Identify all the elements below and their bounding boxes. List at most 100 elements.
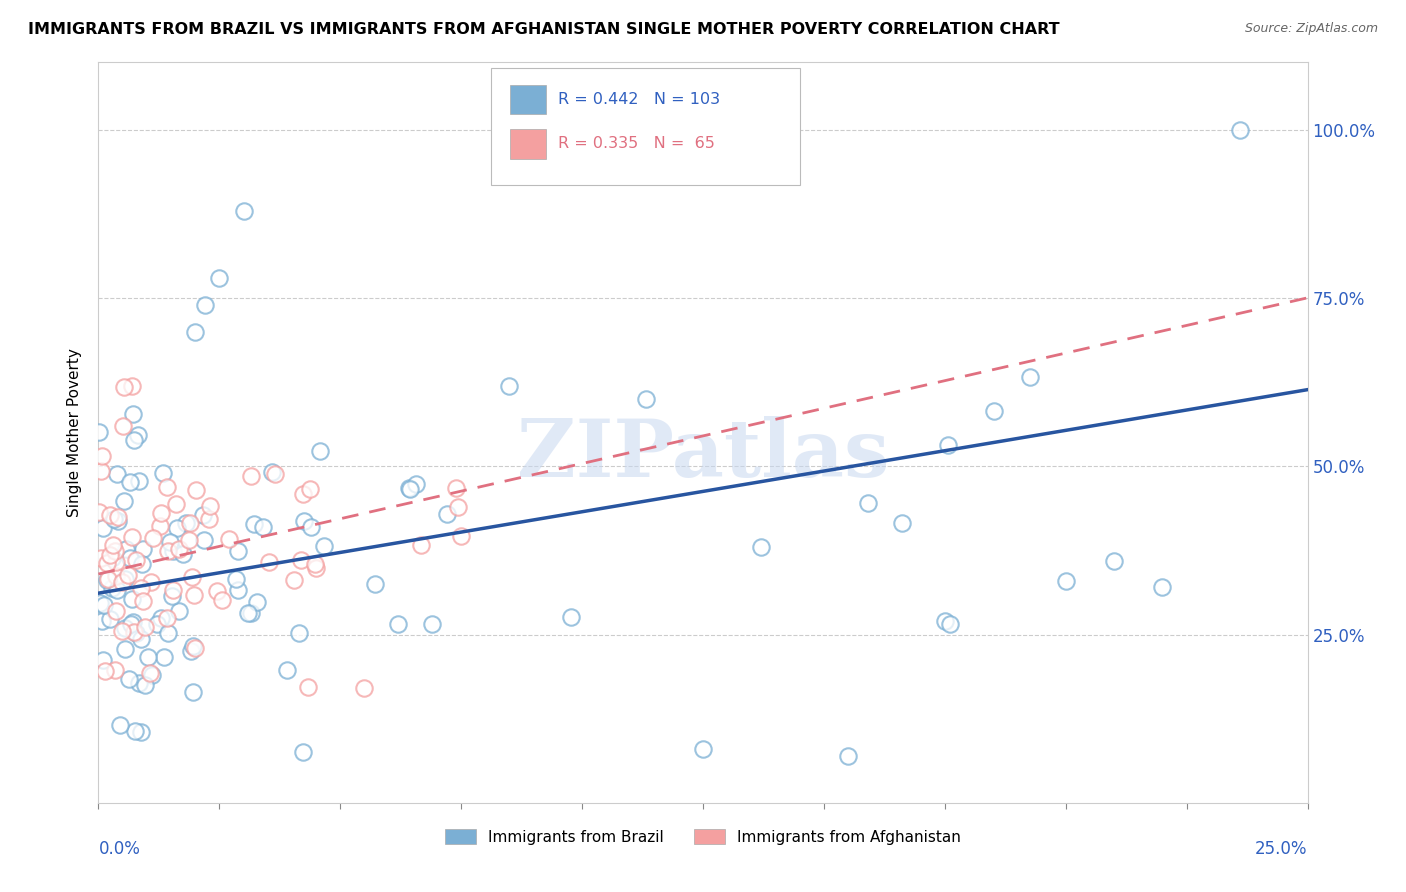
Point [94,664,117,678]
FancyBboxPatch shape [509,85,546,114]
Point [125,626,148,640]
Point [934,614,956,628]
Point [890,516,912,531]
Point [167,542,190,557]
Point [107,509,129,524]
Point [498,379,520,393]
Point [297,680,319,694]
Point [118,475,141,490]
Point [446,500,468,514]
Point [98,508,121,523]
Point [240,468,263,483]
Point [1102,553,1125,567]
Point [191,508,214,523]
Point [409,538,432,552]
Point [122,615,145,629]
Point [162,583,184,598]
Point [198,512,221,526]
Text: ZIPatlas: ZIPatlas [517,416,889,494]
Point [131,632,153,646]
Point [131,557,153,571]
Point [225,572,247,586]
Point [172,547,194,561]
Point [103,511,125,525]
Point [353,681,375,696]
Point [107,514,129,528]
Point [291,487,314,501]
Point [444,481,467,495]
Point [120,550,142,565]
Point [398,482,420,496]
Point [232,203,254,218]
Point [180,644,202,658]
Point [184,641,207,656]
Point [97,572,120,586]
Point [89,505,111,519]
Point [120,616,142,631]
Text: R = 0.335   N =  65: R = 0.335 N = 65 [558,136,714,152]
Point [194,298,217,312]
Point [91,521,114,535]
Point [159,534,181,549]
Point [105,555,128,569]
Point [90,551,112,566]
Point [105,582,128,597]
Point [117,567,139,582]
Point [290,553,312,567]
Point [983,404,1005,418]
Point [179,533,201,548]
Point [263,467,285,482]
Point [121,592,143,607]
Point [1054,574,1077,588]
Point [124,724,146,739]
Point [162,544,184,558]
Point [87,425,110,439]
Text: 25.0%: 25.0% [1256,840,1308,858]
Point [936,438,959,452]
Point [103,544,125,558]
Point [167,604,190,618]
Point [1019,370,1042,384]
Point [186,483,208,497]
Point [153,649,176,664]
Point [115,542,138,557]
Point [122,408,145,422]
Point [105,467,128,481]
Point [111,575,134,590]
Point [132,541,155,556]
Point [211,592,233,607]
Point [112,380,135,394]
Point [90,449,112,463]
Point [96,573,118,587]
Point [183,588,205,602]
Point [193,533,215,548]
Point [208,270,231,285]
Point [121,378,143,392]
Point [634,392,657,406]
Point [89,596,111,610]
Point [122,624,145,639]
Point [136,650,159,665]
Point [218,533,240,547]
Point [262,465,284,479]
Point [110,718,132,732]
Point [121,530,143,544]
Point [304,557,326,571]
Point [184,325,207,339]
Point [165,497,187,511]
Point [240,606,263,620]
Point [142,532,165,546]
Point [98,612,121,626]
FancyBboxPatch shape [509,129,546,159]
Point [104,664,127,678]
Y-axis label: Single Mother Poverty: Single Mother Poverty [67,348,83,517]
Point [91,614,114,628]
Point [104,569,127,583]
Point [939,617,962,632]
Point [751,540,773,554]
Point [111,418,134,433]
Point [90,464,112,478]
Point [98,548,121,562]
Point [114,642,136,657]
Point [114,621,136,635]
